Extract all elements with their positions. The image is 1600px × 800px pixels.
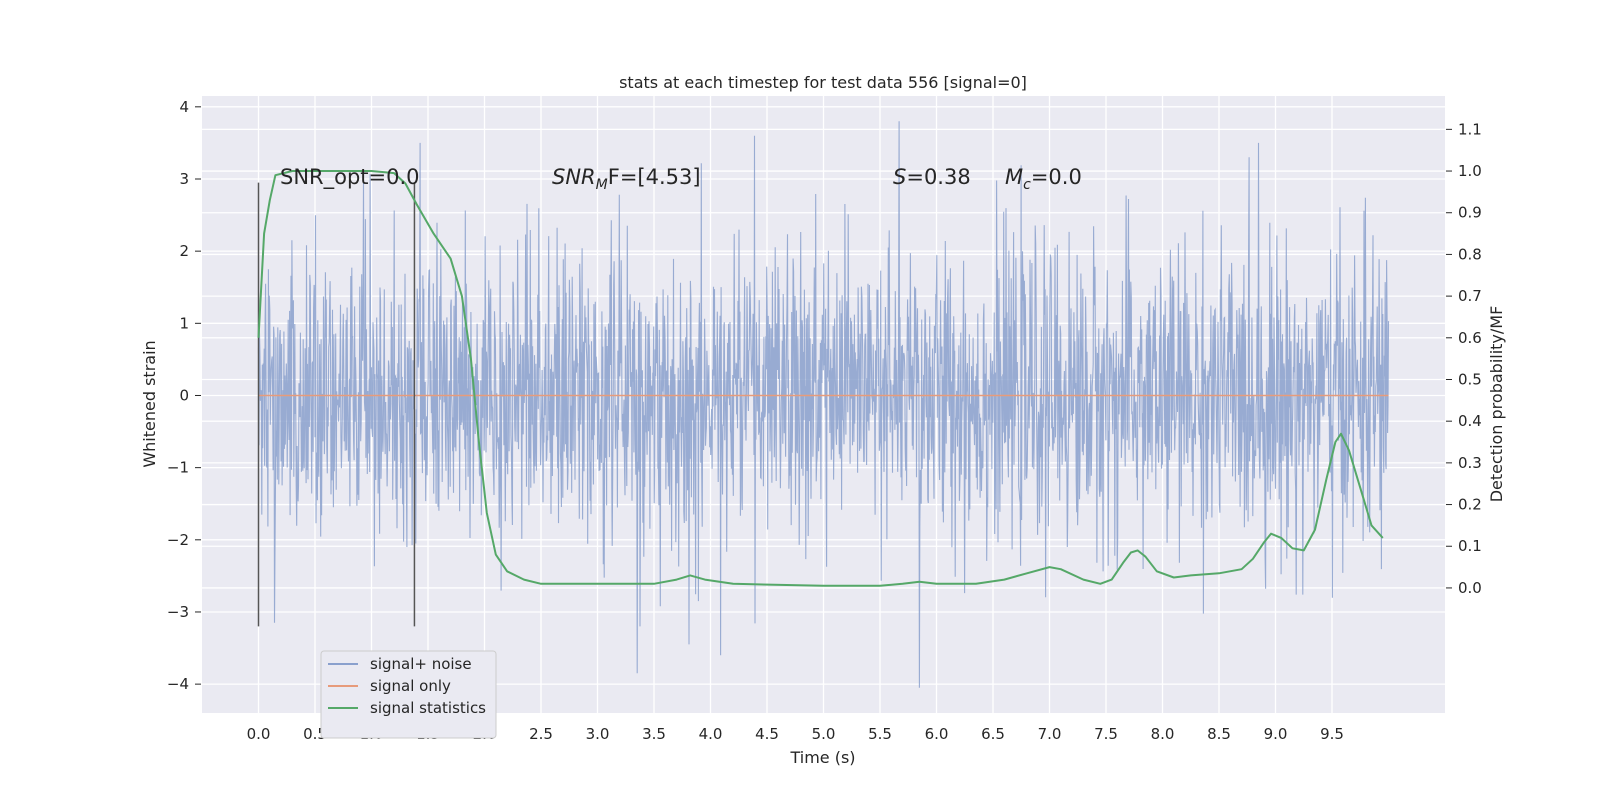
x-tick-label: 8.5 (1207, 725, 1231, 743)
y-tick-label: 3 (179, 170, 189, 188)
x-tick-label: 2.5 (529, 725, 553, 743)
y2-tick-label: 0.2 (1458, 496, 1482, 514)
y2-tick-label: 0.0 (1458, 579, 1482, 597)
y2-tick-label: 0.5 (1458, 370, 1482, 388)
y2-axis-label: Detection probability/MF (1487, 306, 1506, 503)
legend: signal+ noise signal only signal statist… (320, 650, 497, 739)
annotation-snr-mf: SNRMF=[4.53] (552, 165, 701, 193)
snr-mf-prefix: SNR (552, 165, 596, 189)
x-tick-label: 7.0 (1038, 725, 1062, 743)
y2-tick-label: 0.8 (1458, 245, 1482, 263)
x-tick-label: 5.0 (812, 725, 836, 743)
y-axis-ticks: 4 3 2 1 0 −1 −2 −3 −4 (167, 98, 201, 693)
y-tick-label: 1 (179, 314, 189, 332)
y-tick-label: 2 (179, 242, 189, 260)
mc-label: M (1005, 165, 1023, 189)
y-tick-label: −1 (167, 459, 189, 477)
signal-statistics-line (257, 170, 1384, 587)
x-tick-label: 6.0 (925, 725, 949, 743)
x-tick-label: 3.0 (586, 725, 610, 743)
x-tick-label: 7.5 (1094, 725, 1118, 743)
y-tick-label: 4 (179, 98, 189, 116)
y2-tick-label: 0.6 (1458, 329, 1482, 347)
y-tick-label: 0 (179, 386, 189, 404)
y-tick-label: −3 (167, 603, 189, 621)
legend-box (320, 650, 497, 739)
snr-mf-suffix: F=[4.53] (608, 165, 701, 189)
s-value: =0.38 (906, 165, 970, 189)
y-tick-label: −4 (167, 675, 189, 693)
y2-tick-label: 0.4 (1458, 412, 1482, 430)
x-axis-label: Time (s) (789, 748, 855, 767)
s-label: S (893, 165, 906, 189)
y2-tick-label: 0.9 (1458, 204, 1482, 222)
legend-label-signal: signal only (370, 677, 451, 695)
signal-plus-noise-line (257, 121, 1390, 688)
x-tick-label: 4.0 (699, 725, 723, 743)
legend-label-noise: signal+ noise (370, 655, 472, 673)
x-tick-label: 9.0 (1264, 725, 1288, 743)
y2-tick-label: 1.1 (1458, 120, 1482, 138)
snr-mf-sub: M (596, 177, 608, 193)
y2-tick-label: 0.1 (1458, 537, 1482, 555)
annotation-s: S=0.38 (893, 165, 971, 189)
chart-title: stats at each timestep for test data 556… (619, 73, 1027, 92)
x-tick-label: 6.5 (981, 725, 1005, 743)
y2-tick-label: 1.0 (1458, 162, 1482, 180)
y2-tick-label: 0.3 (1458, 454, 1482, 472)
y2-axis-ticks: 1.1 1.0 0.9 0.8 0.7 0.6 0.5 0.4 0.3 0.2 0.1 0.0 (1446, 120, 1482, 597)
x-tick-label: 0.0 (247, 725, 271, 743)
y-tick-label: −2 (167, 531, 189, 549)
legend-label-stats: signal statistics (370, 699, 486, 717)
x-tick-label: 5.5 (868, 725, 892, 743)
y-axis-label: Whitened strain (140, 340, 159, 467)
mc-value: =0.0 (1031, 165, 1082, 189)
signal-plus-noise-series (257, 121, 1390, 688)
x-tick-label: 9.5 (1320, 725, 1344, 743)
x-tick-label: 8.0 (1151, 725, 1175, 743)
x-tick-label: 3.5 (642, 725, 666, 743)
x-tick-label: 4.5 (755, 725, 779, 743)
signal-statistics-series (257, 170, 1384, 587)
annotation-mc: Mc=0.0 (1005, 165, 1082, 193)
mc-sub: c (1023, 177, 1031, 193)
y2-tick-label: 0.7 (1458, 287, 1482, 305)
marker-lines (257, 182, 416, 627)
annotation-snr-opt: SNR_opt=0.0 (280, 165, 420, 190)
